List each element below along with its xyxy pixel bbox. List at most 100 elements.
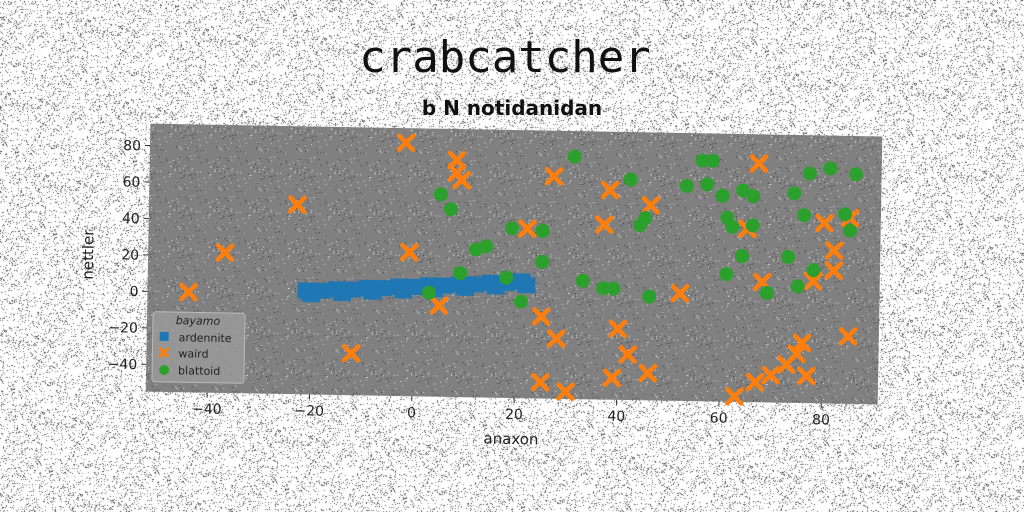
point-waird-26 — [749, 154, 769, 173]
point-blattoid-8 — [514, 294, 529, 309]
point-waird-0 — [179, 282, 198, 302]
point-ardennite-20 — [455, 279, 475, 296]
point-blattoid-2 — [443, 202, 458, 217]
point-blattoid-15 — [623, 172, 638, 187]
point-ardennite-22 — [517, 277, 536, 294]
point-waird-24 — [725, 387, 744, 406]
y-tick-label-5: 60 — [122, 175, 140, 191]
point-blattoid-23 — [715, 188, 730, 203]
point-blattoid-38 — [823, 161, 838, 176]
point-blattoid-30 — [719, 267, 734, 282]
point-blattoid-34 — [790, 279, 805, 294]
y-tick-label-4: 40 — [122, 211, 140, 227]
point-blattoid-29 — [745, 218, 760, 233]
point-waird-4 — [396, 133, 416, 153]
point-waird-33 — [803, 271, 823, 291]
point-blattoid-20 — [695, 153, 710, 168]
point-waird-36 — [824, 261, 844, 280]
point-waird-35 — [824, 241, 844, 260]
point-blattoid-0 — [422, 285, 437, 300]
legend-label-blattoid: blattoid — [178, 364, 220, 378]
point-blattoid-14 — [606, 281, 621, 296]
axis-ticks: −40 −20 0 20 40 60 80 −40 −20 0 20 40 60 80 — [108, 138, 831, 428]
point-blattoid-27 — [734, 249, 749, 264]
point-blattoid-17 — [638, 211, 653, 226]
point-waird-23 — [670, 283, 690, 303]
point-waird-34 — [815, 213, 834, 233]
point-blattoid-22 — [705, 153, 720, 168]
plot-group: −40 −20 0 20 40 60 80 −40 −20 0 20 40 60 80 bayamo ar… — [79, 123, 883, 449]
point-waird-18 — [602, 368, 622, 388]
y-tick-label-0: −40 — [108, 357, 138, 374]
point-blattoid-7 — [505, 221, 520, 236]
point-blattoid-21 — [700, 177, 715, 192]
x-tick-label-5: 60 — [710, 410, 728, 426]
point-waird-6 — [429, 296, 449, 315]
point-blattoid-31 — [759, 286, 774, 301]
point-blattoid-13 — [596, 281, 611, 296]
point-blattoid-35 — [797, 208, 812, 223]
x-tick-label-3: 20 — [505, 407, 523, 423]
legend-title: bayamo — [176, 314, 221, 328]
data-marks — [179, 133, 864, 406]
y-tick-label-3: 20 — [121, 247, 139, 263]
point-waird-38 — [838, 327, 858, 346]
point-ardennite-17 — [363, 283, 382, 300]
y-axis-label: nettler — [79, 229, 98, 280]
point-blattoid-10 — [535, 254, 550, 269]
point-waird-32 — [792, 333, 812, 353]
point-blattoid-37 — [806, 263, 821, 278]
point-blattoid-9 — [535, 223, 550, 238]
point-waird-39 — [797, 366, 816, 386]
chart-subtitle: b N notidanidan — [422, 96, 602, 120]
point-blattoid-33 — [787, 186, 802, 201]
point-waird-20 — [618, 345, 638, 364]
legend-box — [151, 311, 246, 384]
legend-marker-blattoid — [159, 364, 170, 375]
point-waird-11 — [531, 307, 551, 326]
x-tick-label-6: 80 — [812, 412, 830, 428]
point-blattoid-18 — [642, 289, 657, 304]
point-waird-14 — [530, 372, 550, 392]
legend-label-waird: waird — [178, 347, 208, 361]
x-tick-label-0: −40 — [192, 401, 222, 418]
point-waird-3 — [341, 343, 361, 363]
y-tick-label-6: 80 — [123, 138, 141, 154]
point-blattoid-6 — [499, 270, 514, 285]
point-blattoid-39 — [838, 207, 853, 222]
point-blattoid-11 — [567, 149, 582, 164]
y-tick-label-1: −20 — [108, 320, 138, 337]
point-blattoid-19 — [679, 178, 694, 193]
point-blattoid-32 — [781, 249, 796, 264]
x-tick-label-2: 0 — [407, 405, 416, 421]
point-waird-13 — [546, 329, 566, 348]
legend-marker-waird — [158, 346, 170, 359]
point-waird-2 — [288, 195, 307, 215]
point-waird-12 — [544, 166, 564, 186]
point-blattoid-25 — [725, 219, 740, 234]
point-blattoid-41 — [849, 167, 864, 182]
point-waird-5 — [399, 242, 419, 262]
point-waird-31 — [787, 344, 806, 364]
point-blattoid-40 — [842, 223, 857, 238]
plot-speckle — [145, 123, 883, 405]
x-axis-label: anaxon — [483, 430, 538, 449]
point-blattoid-5 — [479, 239, 494, 254]
point-blattoid-12 — [575, 273, 590, 288]
point-ardennite-15 — [302, 286, 321, 303]
point-blattoid-36 — [802, 166, 817, 181]
point-waird-7 — [447, 150, 467, 170]
point-waird-10 — [518, 219, 537, 239]
point-waird-21 — [641, 195, 661, 215]
point-ardennite-16 — [332, 284, 352, 302]
point-waird-19 — [608, 319, 628, 339]
point-waird-15 — [556, 382, 575, 402]
legend-marker-ardennite — [159, 331, 169, 342]
point-waird-29 — [761, 365, 780, 385]
point-waird-16 — [594, 215, 614, 234]
x-tick-label-1: −20 — [294, 403, 324, 420]
x-tick-label-4: 40 — [607, 409, 625, 425]
legend: bayamo ardennite waird blattoid — [151, 311, 246, 384]
chart-title: crabcatcher — [359, 32, 650, 83]
